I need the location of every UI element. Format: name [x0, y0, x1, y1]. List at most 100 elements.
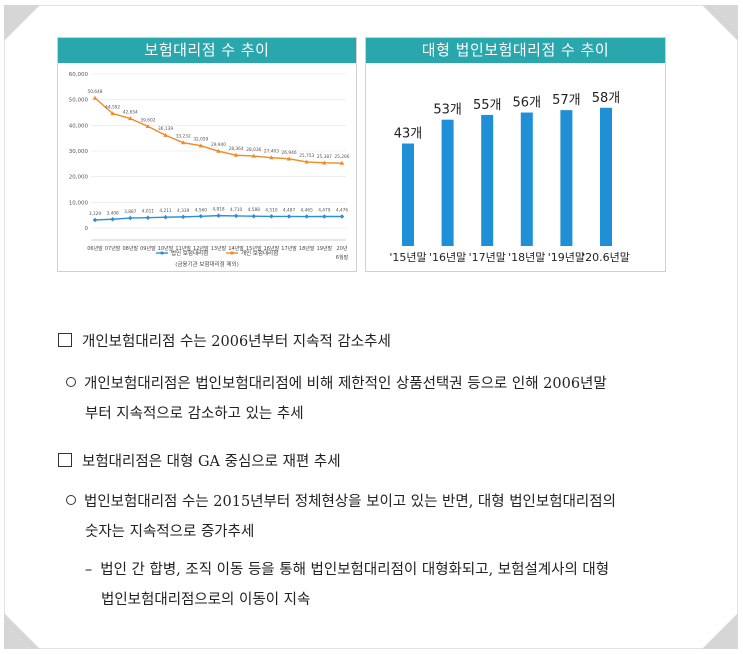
- bar-value-label: 43개: [394, 127, 423, 142]
- data-point: [251, 153, 256, 158]
- data-label: 25,387: [317, 154, 332, 160]
- data-label: 4,710: [230, 207, 243, 213]
- heading-2: 보험대리점은 대형 GA 중심으로 재편 추세: [58, 450, 341, 471]
- data-point: [198, 143, 204, 148]
- data-label: 4,560: [195, 207, 208, 213]
- agency-count-chart-title: 보험대리점 수 추이: [58, 38, 356, 63]
- x-tick-label: '15년말: [389, 251, 426, 264]
- y-tick-label: 30,000: [69, 149, 89, 155]
- data-label: 3,129: [89, 211, 102, 217]
- data-label: 4,339: [177, 208, 190, 214]
- data-point: [286, 156, 292, 161]
- x-tick-label: '18년말: [508, 251, 545, 264]
- large-ga-chart-title: 대형 법인보험대리점 수 추이: [366, 38, 665, 63]
- x-tick-label: 20년: [337, 245, 348, 252]
- data-point: [180, 214, 186, 220]
- data-point: [339, 214, 345, 219]
- bar: [402, 143, 414, 246]
- x-tick-label: 11년말: [175, 245, 191, 252]
- data-label: 3,408: [106, 210, 119, 216]
- x-tick-label: '19년말: [548, 251, 585, 264]
- page-corner-fold: [4, 613, 40, 649]
- paragraph-1-continued: 부터 지속적으로 감소하고 있는 추세: [85, 406, 304, 422]
- x-tick-label: 12년말: [193, 245, 209, 252]
- data-point: [128, 215, 133, 221]
- y-tick-label: 50,000: [69, 98, 89, 104]
- x-tick-label: 16년말: [264, 245, 280, 252]
- y-tick-label: 40,000: [69, 123, 89, 129]
- legend-label: 법인 보험대리점: [171, 249, 208, 257]
- data-label: 28,036: [246, 147, 261, 153]
- data-point: [339, 160, 345, 165]
- data-point: [322, 214, 327, 219]
- y-tick-label: 20,000: [69, 175, 89, 181]
- x-tick-label: 19년말: [317, 245, 333, 252]
- paragraph-1: 개인보험대리점은 법인보험대리점에 비해 제한적인 상품선택권 등으로 인해 2…: [66, 372, 607, 393]
- legend-marker: [230, 251, 234, 255]
- heading-1: 개인보험대리점 수는 2006년부터 지속적 감소추세: [58, 330, 391, 351]
- data-label: 4,476: [336, 208, 349, 214]
- x-tick-label: '20.6년말: [582, 251, 630, 264]
- data-point: [163, 214, 168, 220]
- paragraph-3-continued: 법인보험대리점으로의 이동이 지속: [101, 592, 311, 608]
- bar: [441, 119, 454, 246]
- paragraph-2-continued: 숫자는 지속적으로 증가추세: [85, 524, 255, 540]
- data-point: [110, 216, 115, 222]
- data-label: 4,011: [142, 209, 155, 215]
- x-tick-label: 6월말: [336, 254, 349, 261]
- data-point: [92, 217, 98, 223]
- x-tick-label: 07년말: [105, 245, 121, 252]
- square-bullet-icon: [58, 333, 72, 347]
- bar: [600, 107, 612, 246]
- data-point: [286, 214, 292, 219]
- x-tick-label: 08년말: [122, 245, 138, 252]
- data-label: 28,364: [229, 146, 244, 152]
- data-label: 25,753: [299, 153, 314, 159]
- data-point: [216, 213, 221, 218]
- legend-marker: [160, 251, 164, 255]
- page-corner-fold: [4, 5, 40, 41]
- data-label: 4,487: [283, 207, 296, 213]
- x-tick-label: 13년말: [211, 245, 227, 252]
- paragraph-2: 법인보험대리점 수는 2015년부터 정체현상을 보이고 있는 반면, 대형 법…: [66, 490, 616, 511]
- x-tick-label: 10년말: [158, 245, 174, 252]
- data-label: 29,940: [211, 142, 226, 148]
- data-point: [181, 140, 186, 145]
- data-label: 44,592: [105, 105, 120, 111]
- data-point: [269, 214, 274, 219]
- x-tick-label: 15년말: [246, 245, 262, 252]
- bar: [520, 112, 533, 247]
- large-ga-chart-panel: 대형 법인보험대리점 수 추이 43개 '15년말 53개 '16년말 55개 '17년말…: [365, 37, 666, 272]
- circle-bullet-icon: [66, 377, 76, 387]
- data-label: 27,403: [264, 149, 279, 155]
- x-tick-label: 14년말: [228, 245, 244, 252]
- x-tick-label: 18년말: [299, 245, 315, 252]
- data-point: [110, 111, 115, 116]
- data-point: [145, 123, 151, 128]
- data-label: 36,139: [158, 126, 173, 132]
- data-point: [304, 159, 309, 164]
- bar: [481, 114, 494, 246]
- y-tick-label: 60,000: [69, 72, 89, 78]
- square-bullet-icon: [58, 453, 72, 467]
- page-corner-fold: [702, 5, 738, 41]
- y-tick-label: 10,000: [69, 200, 89, 206]
- dash-bullet: –: [85, 562, 93, 578]
- data-point: [233, 213, 239, 219]
- data-point: [233, 152, 239, 157]
- legend-label: 개인 보험대리점: [241, 249, 278, 257]
- circle-bullet-icon: [66, 495, 76, 505]
- data-point: [198, 214, 204, 219]
- agency-count-chart-panel: 보험대리점 수 추이 60,000 50,000 40,000 30,000 20,00…: [57, 37, 357, 272]
- bar: [560, 110, 573, 247]
- agency-count-line-chart: 60,000 50,000 40,000 30,000 20,000 10,000 0 06년…: [69, 72, 350, 268]
- data-label: 4,588: [248, 207, 261, 213]
- x-tick-label: '17년말: [469, 251, 506, 264]
- bar-value-label: 58개: [592, 91, 621, 106]
- data-point: [163, 132, 168, 137]
- chart-note: (금융기관 보험대리점 제외): [175, 260, 238, 268]
- data-label: 39,602: [140, 117, 155, 123]
- x-tick-label: 17년말: [281, 245, 297, 252]
- data-label: 4,818: [212, 207, 225, 213]
- data-label: 32,059: [193, 137, 208, 143]
